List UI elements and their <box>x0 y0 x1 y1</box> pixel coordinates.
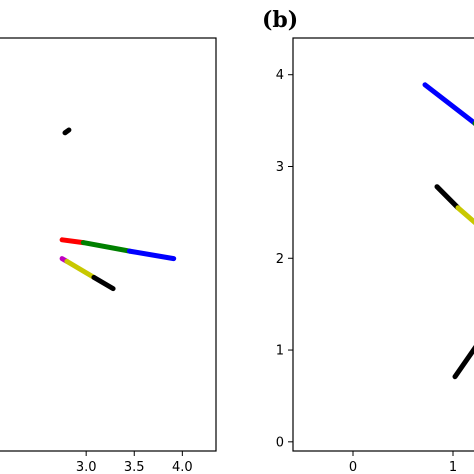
series-line-olive <box>455 205 474 225</box>
series-line-olive <box>64 258 97 280</box>
series-line-red <box>59 237 86 246</box>
series-line-blue <box>126 248 177 262</box>
y-tick-label: 3 <box>276 160 284 175</box>
series-line-black <box>452 344 474 380</box>
x-tick-label: 0 <box>349 460 357 474</box>
series-line-black <box>91 274 116 292</box>
y-tick-label: 4 <box>276 68 284 83</box>
y-tick-label: 2 <box>276 252 284 267</box>
x-tick-label: 4.0 <box>172 460 193 474</box>
y-tick-label: 1 <box>276 344 284 359</box>
x-tick-label: 1 <box>449 460 457 474</box>
panel-label-b: (b) <box>262 7 298 33</box>
x-tick-label: 3.5 <box>124 460 145 474</box>
series-line-green <box>80 240 132 254</box>
series-line-blue <box>422 82 474 126</box>
x-tick-label: 3.0 <box>76 460 97 474</box>
panel-b: 0 1 0 1 2 3 4 <box>276 37 474 474</box>
panel-a: 3.0 3.5 4.0 <box>0 37 217 474</box>
series-group <box>422 82 474 380</box>
series-line-black <box>434 184 461 211</box>
series-group <box>59 127 177 292</box>
panel-b-frame <box>292 37 474 452</box>
series-line-black <box>62 127 72 136</box>
y-tick-label: 0 <box>276 435 284 450</box>
panel-a-frame <box>0 37 217 452</box>
